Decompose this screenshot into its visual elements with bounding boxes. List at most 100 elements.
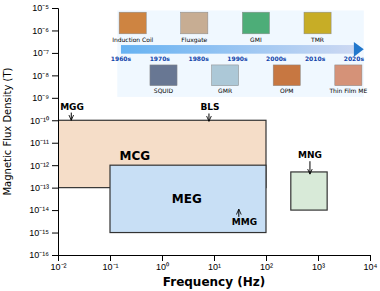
- annotation: MCG: [120, 149, 151, 163]
- sensor-label: Thin Film ME: [328, 87, 367, 94]
- sensor-image: [335, 65, 362, 86]
- annotation: MNG: [298, 150, 322, 160]
- tick: 10⁻¹⁶: [29, 250, 58, 260]
- axis-line: [59, 256, 371, 262]
- timeline-bar: [121, 45, 354, 54]
- sensor-image: [150, 65, 177, 86]
- tick: 10⁻¹⁵: [29, 228, 58, 238]
- sensor-image: [242, 12, 269, 34]
- annotations: MCG MEG MGG BLS MMG MNG: [60, 102, 322, 228]
- tick-mark: [52, 53, 58, 54]
- tick-mark: [52, 233, 58, 234]
- tick-label: 10⁻²: [50, 262, 66, 272]
- tick-mark: [52, 120, 58, 121]
- sensor-label: SQUID: [154, 87, 174, 94]
- sensor-label: OPM: [280, 87, 294, 94]
- decade-label: 1960s: [111, 55, 132, 62]
- annotation-arrow: [309, 161, 310, 174]
- y-axis-title: Magnetic Flux Density (T): [2, 67, 13, 195]
- tick: 10⁻¹¹: [30, 138, 58, 148]
- regions: [58, 120, 327, 232]
- decade-label: 1990s: [227, 55, 248, 62]
- tick-label: 10⁻⁸: [32, 71, 49, 81]
- tick-mark: [52, 165, 58, 166]
- tick-label: 10⁻¹¹: [30, 138, 49, 148]
- sensor-label: Fluxgate: [181, 36, 207, 44]
- y-axis: 10⁻¹⁶ 10⁻¹⁵ 10⁻¹⁴ 10⁻¹³ 10⁻¹² 10⁻¹¹ 10⁻¹⁰ 10⁻⁹ 1…: [29, 3, 58, 260]
- tick: 10²: [260, 255, 273, 272]
- tick-label: 10²: [260, 262, 273, 272]
- chart: 10⁻²10⁻¹10⁰10¹10²10³10⁴10⁻¹⁶10⁻¹⁵10⁻¹⁴10…: [0, 0, 380, 291]
- tick-mark: [214, 255, 215, 261]
- region: [110, 165, 266, 232]
- sensor-image: [119, 12, 146, 34]
- tick: 10⁻¹³: [30, 183, 58, 193]
- sensor-image: [273, 65, 300, 86]
- x-axis: 10⁻² 10⁻¹ 10⁰ 10¹ 10² 10³ 10⁴: [50, 255, 377, 272]
- annotation: MGG: [60, 102, 84, 112]
- sensor-label: GMR: [218, 87, 232, 94]
- tick-label: 10⁻⁷: [33, 48, 49, 58]
- annotation: BLS: [200, 102, 219, 112]
- tick: 10¹: [208, 255, 221, 272]
- annotation-arrow: [71, 113, 72, 121]
- tick: 10⁴: [364, 255, 378, 272]
- tick-label: 10¹: [208, 262, 221, 272]
- inset-panel: [117, 10, 363, 96]
- sensor-label: GMI: [250, 36, 262, 43]
- tick-label: 10⁻¹⁵: [29, 228, 49, 238]
- annotation-arrow: [238, 209, 239, 217]
- axis-line: [52, 9, 59, 256]
- annotation: MEG: [172, 192, 202, 206]
- annotation-arrow: [208, 114, 209, 122]
- decade-label: 2010s: [305, 55, 326, 62]
- tick-mark: [52, 30, 58, 31]
- tick: 10⁻¹⁰: [30, 116, 58, 126]
- sensor-image: [212, 65, 239, 86]
- sensor-label: TMR: [310, 36, 324, 43]
- tick: 10⁻⁷: [33, 48, 58, 58]
- tick-label: 10⁰: [156, 262, 169, 272]
- tick-label: 10³: [312, 262, 325, 272]
- tick-label: 10⁻⁶: [32, 26, 49, 36]
- plot: 10⁻²10⁻¹10⁰10¹10²10³10⁴10⁻¹⁶10⁻¹⁵10⁻¹⁴10…: [29, 3, 377, 272]
- annotation: MMG: [232, 217, 257, 227]
- tick-mark: [52, 210, 58, 211]
- tick-mark: [110, 255, 111, 261]
- inset: 1960s 1970s 1980s 1990s 2000s 2010s 2020s Induc…: [111, 10, 368, 96]
- tick: 10⁻²: [50, 255, 66, 272]
- tick-mark: [318, 255, 319, 261]
- tick-mark: [52, 143, 58, 144]
- region: [291, 172, 327, 210]
- tick-label: 10⁻¹: [102, 262, 118, 272]
- tick: 10⁻⁸: [32, 71, 58, 81]
- tick-label: 10⁻¹³: [30, 183, 49, 193]
- tick: 10⁻¹: [102, 255, 118, 272]
- tick-mark: [370, 255, 371, 261]
- tick-label: 10⁻¹⁰: [30, 116, 49, 126]
- sensor-image: [304, 12, 331, 34]
- tick-mark: [52, 188, 58, 189]
- x-axis-title: Frequency (Hz): [163, 275, 265, 289]
- decade-label: 2000s: [266, 55, 287, 62]
- tick-mark: [52, 75, 58, 76]
- background: [0, 0, 380, 291]
- tick-mark: [52, 8, 58, 9]
- tick: 10³: [312, 255, 325, 272]
- tick: 10⁰: [156, 255, 169, 272]
- sensor-image: [181, 12, 208, 34]
- tick: 10⁻⁶: [32, 26, 58, 36]
- tick-label: 10⁻⁵: [32, 3, 49, 13]
- decade-label: 2020s: [344, 55, 365, 62]
- tick-label: 10⁻¹⁶: [29, 250, 49, 260]
- tick: 10⁻¹²: [30, 161, 58, 171]
- sensor-label: Induction Coil: [112, 36, 153, 43]
- tick-mark: [266, 255, 267, 261]
- decade-label: 1970s: [150, 55, 171, 62]
- tick-label: 10⁻¹⁴: [29, 205, 49, 215]
- tick-label: 10⁴: [364, 262, 378, 272]
- tick: 10⁻⁵: [32, 3, 58, 13]
- tick-label: 10⁻⁹: [32, 93, 49, 103]
- tick: 10⁻⁹: [32, 93, 58, 103]
- decade-label: 1980s: [188, 55, 209, 62]
